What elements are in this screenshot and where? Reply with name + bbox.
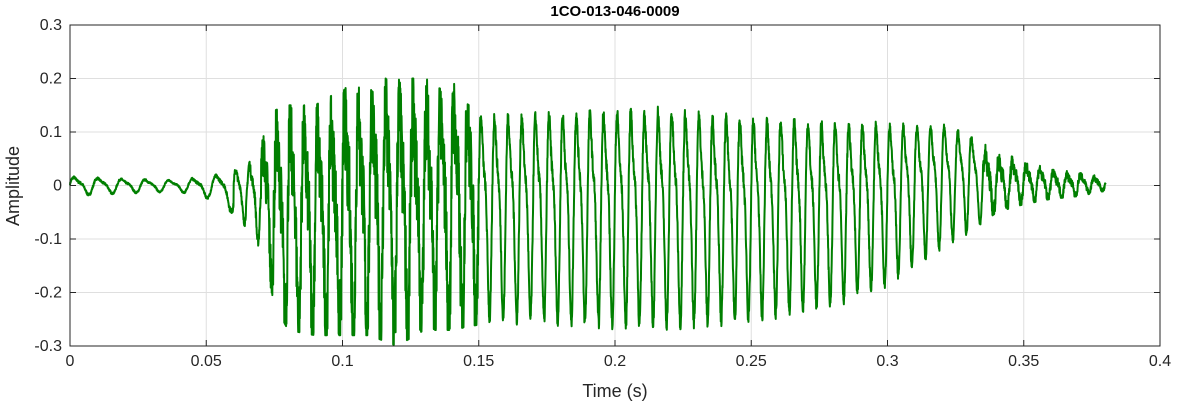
- x-axis-label: Time (s): [582, 381, 647, 401]
- x-tick-label: 0.1: [331, 353, 353, 370]
- y-axis: -0.3 -0.2 -0.1 0 0.1 0.2 0.3: [34, 17, 1160, 355]
- chart-title: 1CO-013-046-0009: [550, 3, 679, 20]
- y-axis-label: Amplitude: [3, 146, 23, 226]
- x-tick-label: 0.2: [604, 353, 626, 370]
- x-tick-label: 0.3: [876, 353, 898, 370]
- y-tick-label: 0: [53, 178, 62, 195]
- x-tick-label: 0.15: [463, 353, 494, 370]
- series-layer: [69, 77, 1107, 346]
- x-tick-label: 0.05: [191, 353, 222, 370]
- y-tick-label: -0.1: [34, 231, 62, 248]
- y-tick-label: 0.2: [40, 71, 62, 88]
- x-tick-label: 0.25: [736, 353, 767, 370]
- x-axis: 0 0.05 0.1 0.15 0.2 0.25 0.3 0.35 0.4: [66, 25, 1171, 370]
- waveform-series-line: [69, 77, 1107, 346]
- x-tick-label: 0.4: [1149, 353, 1171, 370]
- x-tick-label: 0: [66, 353, 75, 370]
- y-tick-label: 0.3: [40, 17, 62, 34]
- y-tick-label: -0.2: [34, 285, 62, 302]
- y-tick-label: 0.1: [40, 124, 62, 141]
- y-tick-label: -0.3: [34, 338, 62, 355]
- x-tick-label: 0.35: [1008, 353, 1039, 370]
